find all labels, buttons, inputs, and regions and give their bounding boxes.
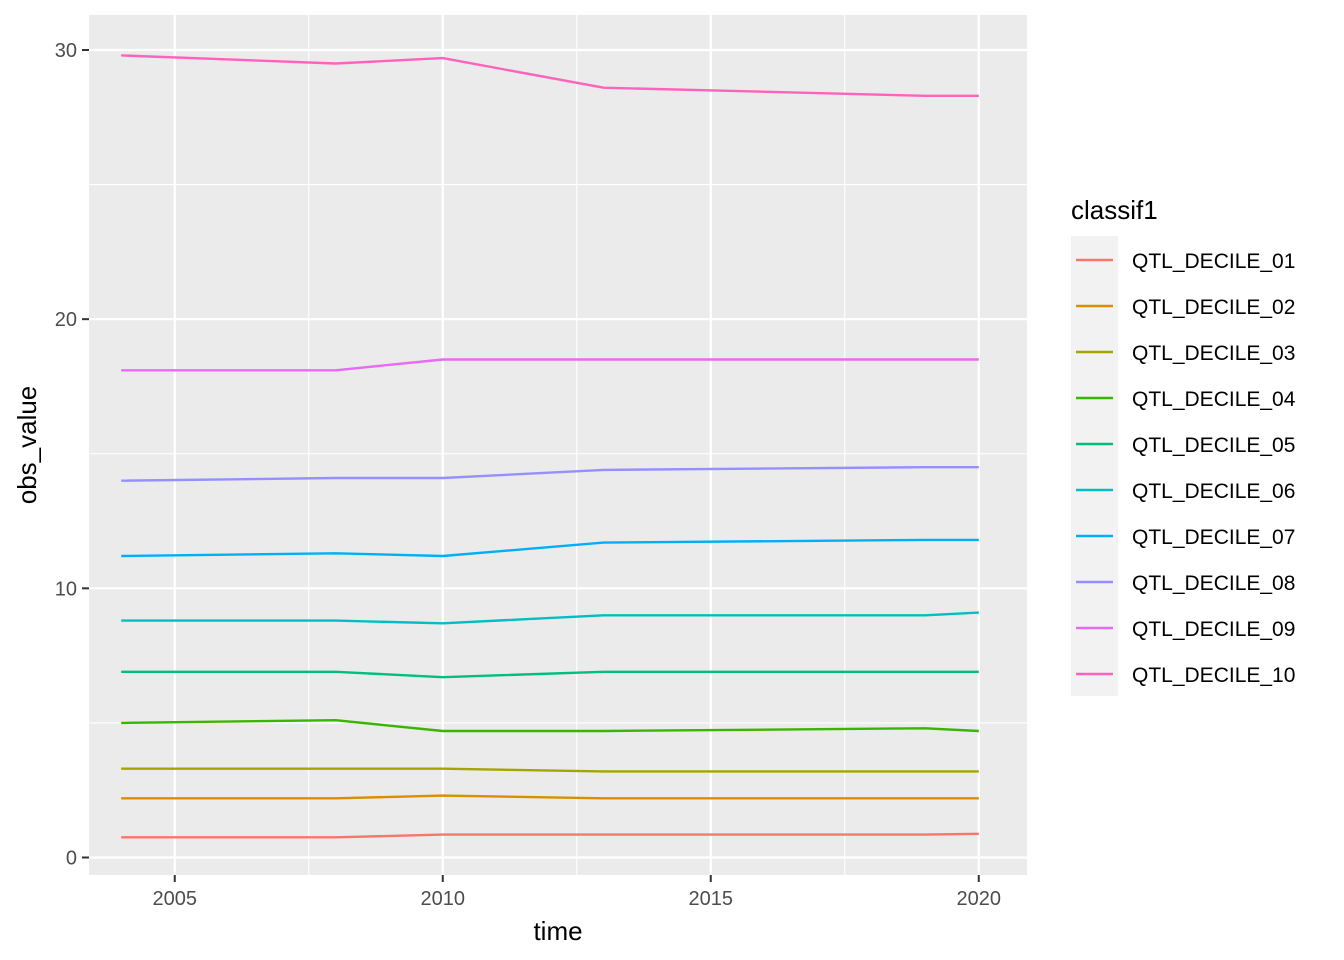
legend-label-4: QTL_DECILE_04	[1132, 388, 1296, 411]
x-tick-label: 2020	[957, 888, 1002, 910]
legend-label-6: QTL_DECILE_06	[1132, 480, 1295, 503]
y-axis: 0 10 20 30	[55, 40, 89, 870]
legend-label-8: QTL_DECILE_08	[1132, 572, 1295, 595]
legend-label-1: QTL_DECILE_01	[1132, 250, 1295, 273]
plot-panel	[89, 15, 1027, 875]
series-line-4	[121, 719, 979, 733]
x-tick-label: 2005	[153, 888, 198, 910]
legend-key-background	[1071, 236, 1118, 696]
series-line-2	[121, 794, 979, 800]
x-axis: 2005 2010 2015 2020	[153, 875, 1002, 910]
series-lines	[121, 54, 979, 839]
y-tick-label: 10	[55, 578, 77, 600]
legend-title: classif1	[1071, 195, 1158, 225]
series-line-7	[121, 538, 979, 558]
y-tick-label: 20	[55, 309, 77, 331]
y-axis-title: obs_value	[12, 386, 42, 505]
legend-label-7: QTL_DECILE_07	[1132, 526, 1295, 549]
legend-label-5: QTL_DECILE_05	[1132, 434, 1295, 457]
series-line-6	[121, 611, 979, 625]
series-line-3	[121, 767, 979, 773]
legend-label-10: QTL_DECILE_10	[1132, 664, 1295, 687]
legend-label-9: QTL_DECILE_09	[1132, 618, 1295, 641]
x-tick-label: 2010	[421, 888, 466, 910]
y-tick-label: 30	[55, 40, 77, 62]
minor-gridlines	[89, 15, 1027, 875]
y-tick-label: 0	[66, 848, 77, 870]
series-line-8	[121, 466, 979, 482]
x-tick-label: 2015	[689, 888, 734, 910]
series-line-9	[121, 358, 979, 372]
series-line-10	[121, 54, 979, 98]
legend: classif1 QTL_DECILE_01 QTL_DECILE_02 QTL_D…	[1071, 195, 1296, 696]
series-line-1	[121, 832, 979, 839]
x-axis-title: time	[533, 916, 582, 946]
series-line-5	[121, 670, 979, 679]
legend-label-2: QTL_DECILE_02	[1132, 296, 1295, 319]
legend-label-3: QTL_DECILE_03	[1132, 342, 1295, 365]
